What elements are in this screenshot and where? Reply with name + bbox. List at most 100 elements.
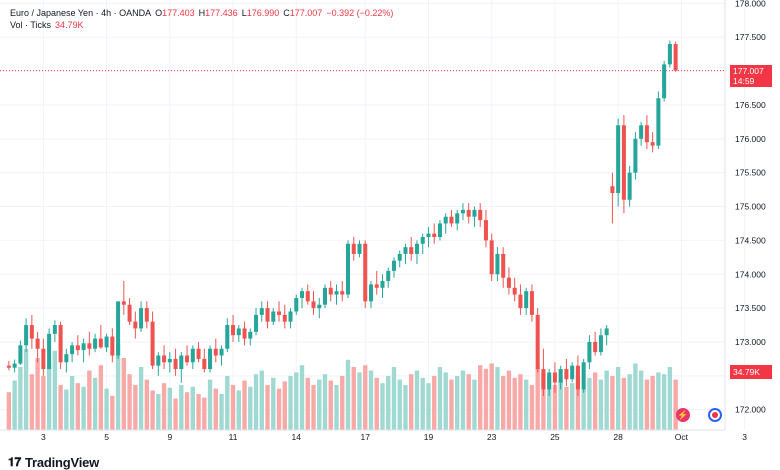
time-tick-label: 9 — [167, 432, 172, 442]
volume-bar — [328, 380, 333, 430]
replay-target-icon[interactable] — [708, 408, 722, 422]
tradingview-logo[interactable]: 𝟏𝟕 TradingView — [8, 455, 99, 470]
volume-bar — [558, 379, 563, 430]
volume-bar — [179, 385, 184, 430]
volume-bar — [414, 370, 420, 430]
candle-body — [391, 260, 396, 271]
volume-bar — [621, 377, 627, 430]
candlesticks — [6, 40, 678, 397]
volume-bar — [248, 386, 253, 430]
volume-bar — [506, 370, 512, 430]
price-tick-label: 176.000 — [735, 134, 766, 144]
time-tick-label: 19 — [424, 432, 434, 442]
candle-body — [363, 243, 368, 302]
candle-body — [414, 243, 419, 254]
candle-body — [185, 355, 190, 363]
candle-body — [501, 253, 506, 278]
chart-legend: Euro / Japanese Yen · 4h · OANDA O177.40… — [10, 7, 393, 31]
volume-bar — [644, 379, 650, 430]
candle-body — [437, 223, 442, 238]
candle-body — [495, 253, 500, 275]
candle-body — [334, 291, 339, 295]
candle-body — [460, 209, 465, 214]
time-tick-label: 28 — [613, 432, 623, 442]
candle-body — [6, 365, 11, 368]
candle-body — [570, 365, 575, 380]
volume-bar — [633, 363, 638, 430]
symbol-title[interactable]: Euro / Japanese Yen · 4h · OANDA — [10, 8, 152, 18]
volume-bar — [6, 392, 12, 430]
candle-body — [524, 291, 529, 309]
candle-body — [650, 142, 655, 146]
volume-bar — [455, 376, 460, 430]
candle-body — [478, 209, 483, 221]
bar-countdown: 14:59 — [733, 75, 755, 86]
volume-bar — [460, 370, 466, 430]
volume-bar — [443, 372, 448, 430]
low-label: L — [241, 8, 247, 18]
candle-body — [455, 213, 460, 224]
volume-bar — [368, 370, 374, 430]
volume-bar — [115, 344, 121, 430]
volume-bar — [610, 376, 615, 430]
last-price-value: 177.007 — [733, 65, 764, 76]
candle-body — [541, 369, 546, 390]
close-value: 177.007 — [289, 8, 323, 18]
candle-body — [529, 291, 534, 315]
volume-bar — [426, 383, 431, 430]
candle-body — [351, 243, 356, 254]
volume-bar — [627, 374, 632, 430]
volume-bar — [121, 358, 127, 430]
candle-body — [581, 362, 586, 390]
volume-bar — [420, 377, 425, 430]
volume-bar — [587, 377, 592, 430]
candle-body — [644, 125, 649, 143]
volume-bar — [75, 383, 81, 430]
volume-bar — [656, 372, 661, 430]
candle-body — [547, 372, 552, 390]
volume-bar — [98, 365, 104, 430]
candle-body — [443, 216, 448, 224]
price-tick-label: 178.000 — [735, 0, 766, 8]
volume-bar — [253, 374, 259, 430]
candle-body — [139, 308, 144, 329]
volume-bar — [294, 372, 299, 430]
candle-body — [322, 287, 328, 305]
volume-bar — [64, 389, 69, 430]
volume-label[interactable]: Vol · Ticks — [10, 20, 52, 30]
volume-bar — [236, 390, 241, 430]
open-label: O — [155, 8, 163, 18]
candle-body — [535, 314, 540, 370]
volume-bar — [472, 379, 477, 430]
candle-body — [420, 237, 425, 244]
candle-body — [616, 125, 621, 193]
candle-body — [294, 297, 299, 312]
volume-bar — [351, 367, 356, 430]
volume-bar — [311, 385, 316, 430]
volume-bar — [104, 388, 109, 430]
candle-body — [248, 331, 253, 339]
candle-body — [213, 348, 218, 356]
volume-bar — [546, 376, 552, 430]
candle-body — [656, 98, 661, 146]
time-tick-label: 25 — [550, 432, 560, 442]
volume-bar — [524, 379, 529, 430]
volume-bar — [489, 363, 494, 430]
candle-body — [340, 291, 345, 295]
volume-bar — [202, 397, 207, 430]
candle-body — [144, 308, 149, 322]
candle-body — [24, 325, 29, 346]
volume-bar — [242, 380, 247, 430]
lightning-icon[interactable]: ⚡ — [676, 408, 690, 422]
candle-body — [70, 345, 75, 355]
volume-bar — [259, 370, 264, 430]
volume-bar — [564, 386, 569, 430]
volume-bar — [225, 376, 230, 430]
candle-body — [357, 243, 362, 254]
high-label: H — [198, 8, 206, 18]
volume-bar — [380, 383, 385, 430]
candle-body — [116, 301, 121, 356]
volume-bar — [569, 383, 575, 430]
candle-body — [512, 287, 517, 295]
